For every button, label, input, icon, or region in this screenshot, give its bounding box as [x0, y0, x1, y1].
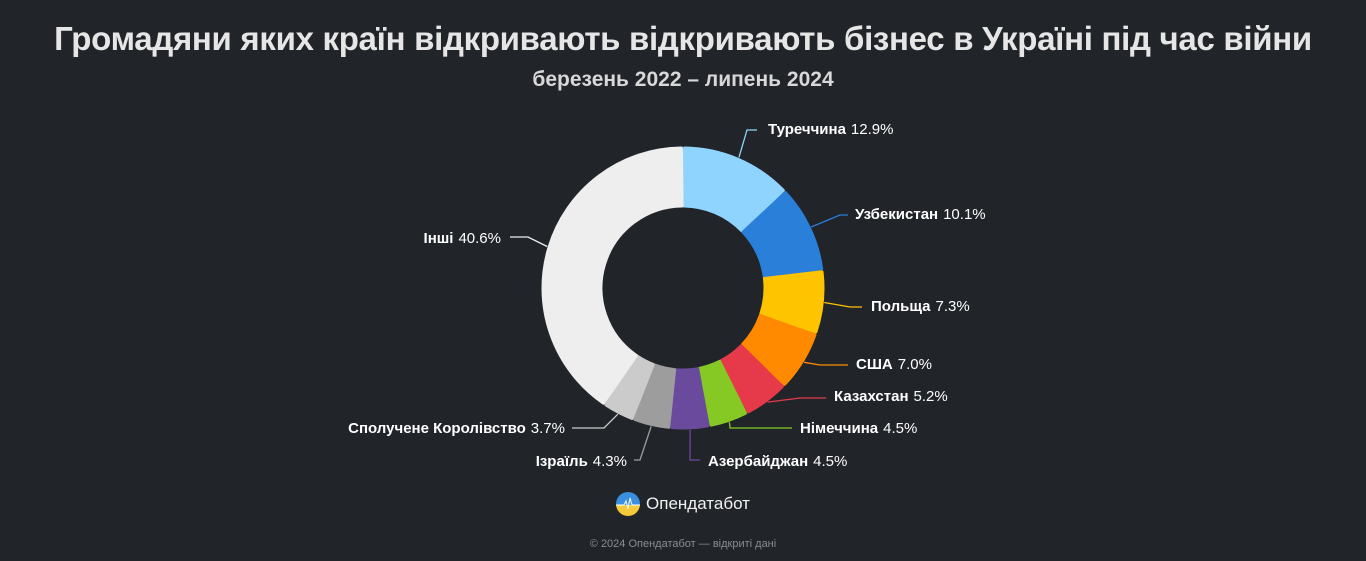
leader-lines: [510, 129, 862, 461]
leader-line: [803, 361, 848, 366]
donut-slice: [670, 367, 710, 430]
leader-line: [824, 301, 862, 308]
opendatabot-logo-icon: [616, 492, 641, 516]
chart-title: Громадяни яких країн відкривають відкрив…: [54, 20, 1312, 57]
brand-name: Опендатабот: [646, 494, 750, 513]
donut-slices: [541, 146, 825, 430]
leader-line: [634, 426, 652, 461]
label-germany: Німеччина 4.5%: [800, 420, 917, 437]
donut-slice: [541, 146, 684, 405]
label-turkey: Туреччина 12.9%: [768, 121, 893, 138]
label-uzbekistan: Узбекистан 10.1%: [855, 206, 986, 223]
label-israel: Ізраїль 4.3%: [536, 453, 627, 470]
brand: Опендатабот: [0, 492, 1366, 516]
leader-line: [767, 397, 826, 403]
chart-subtitle: березень 2022 – липень 2024: [532, 68, 834, 91]
donut-slice: [719, 344, 784, 414]
label-others: Інші 40.6%: [424, 230, 501, 247]
donut-slice: [633, 363, 677, 429]
label-kazakhstan: Казахстан 5.2%: [834, 388, 948, 405]
label-uk: Сполучене Королівство 3.7%: [348, 420, 565, 437]
donut-slice: [741, 191, 824, 279]
leader-line: [510, 236, 548, 248]
leader-line: [810, 214, 848, 228]
leader-line: [572, 413, 619, 429]
donut-slice: [759, 270, 825, 334]
label-azerbaijan: Азербайджан 4.5%: [708, 453, 847, 470]
label-poland: Польща 7.3%: [871, 298, 970, 315]
donut-slice: [697, 359, 748, 427]
donut-slice: [682, 146, 785, 233]
leader-line: [738, 129, 757, 158]
leader-line: [728, 422, 792, 429]
donut-slice: [604, 354, 655, 420]
label-usa: США 7.0%: [856, 356, 932, 373]
leader-line: [689, 429, 700, 461]
donut-slice: [740, 314, 817, 386]
footer-copyright: © 2024 Опендатабот — відкриті дані: [589, 538, 777, 550]
